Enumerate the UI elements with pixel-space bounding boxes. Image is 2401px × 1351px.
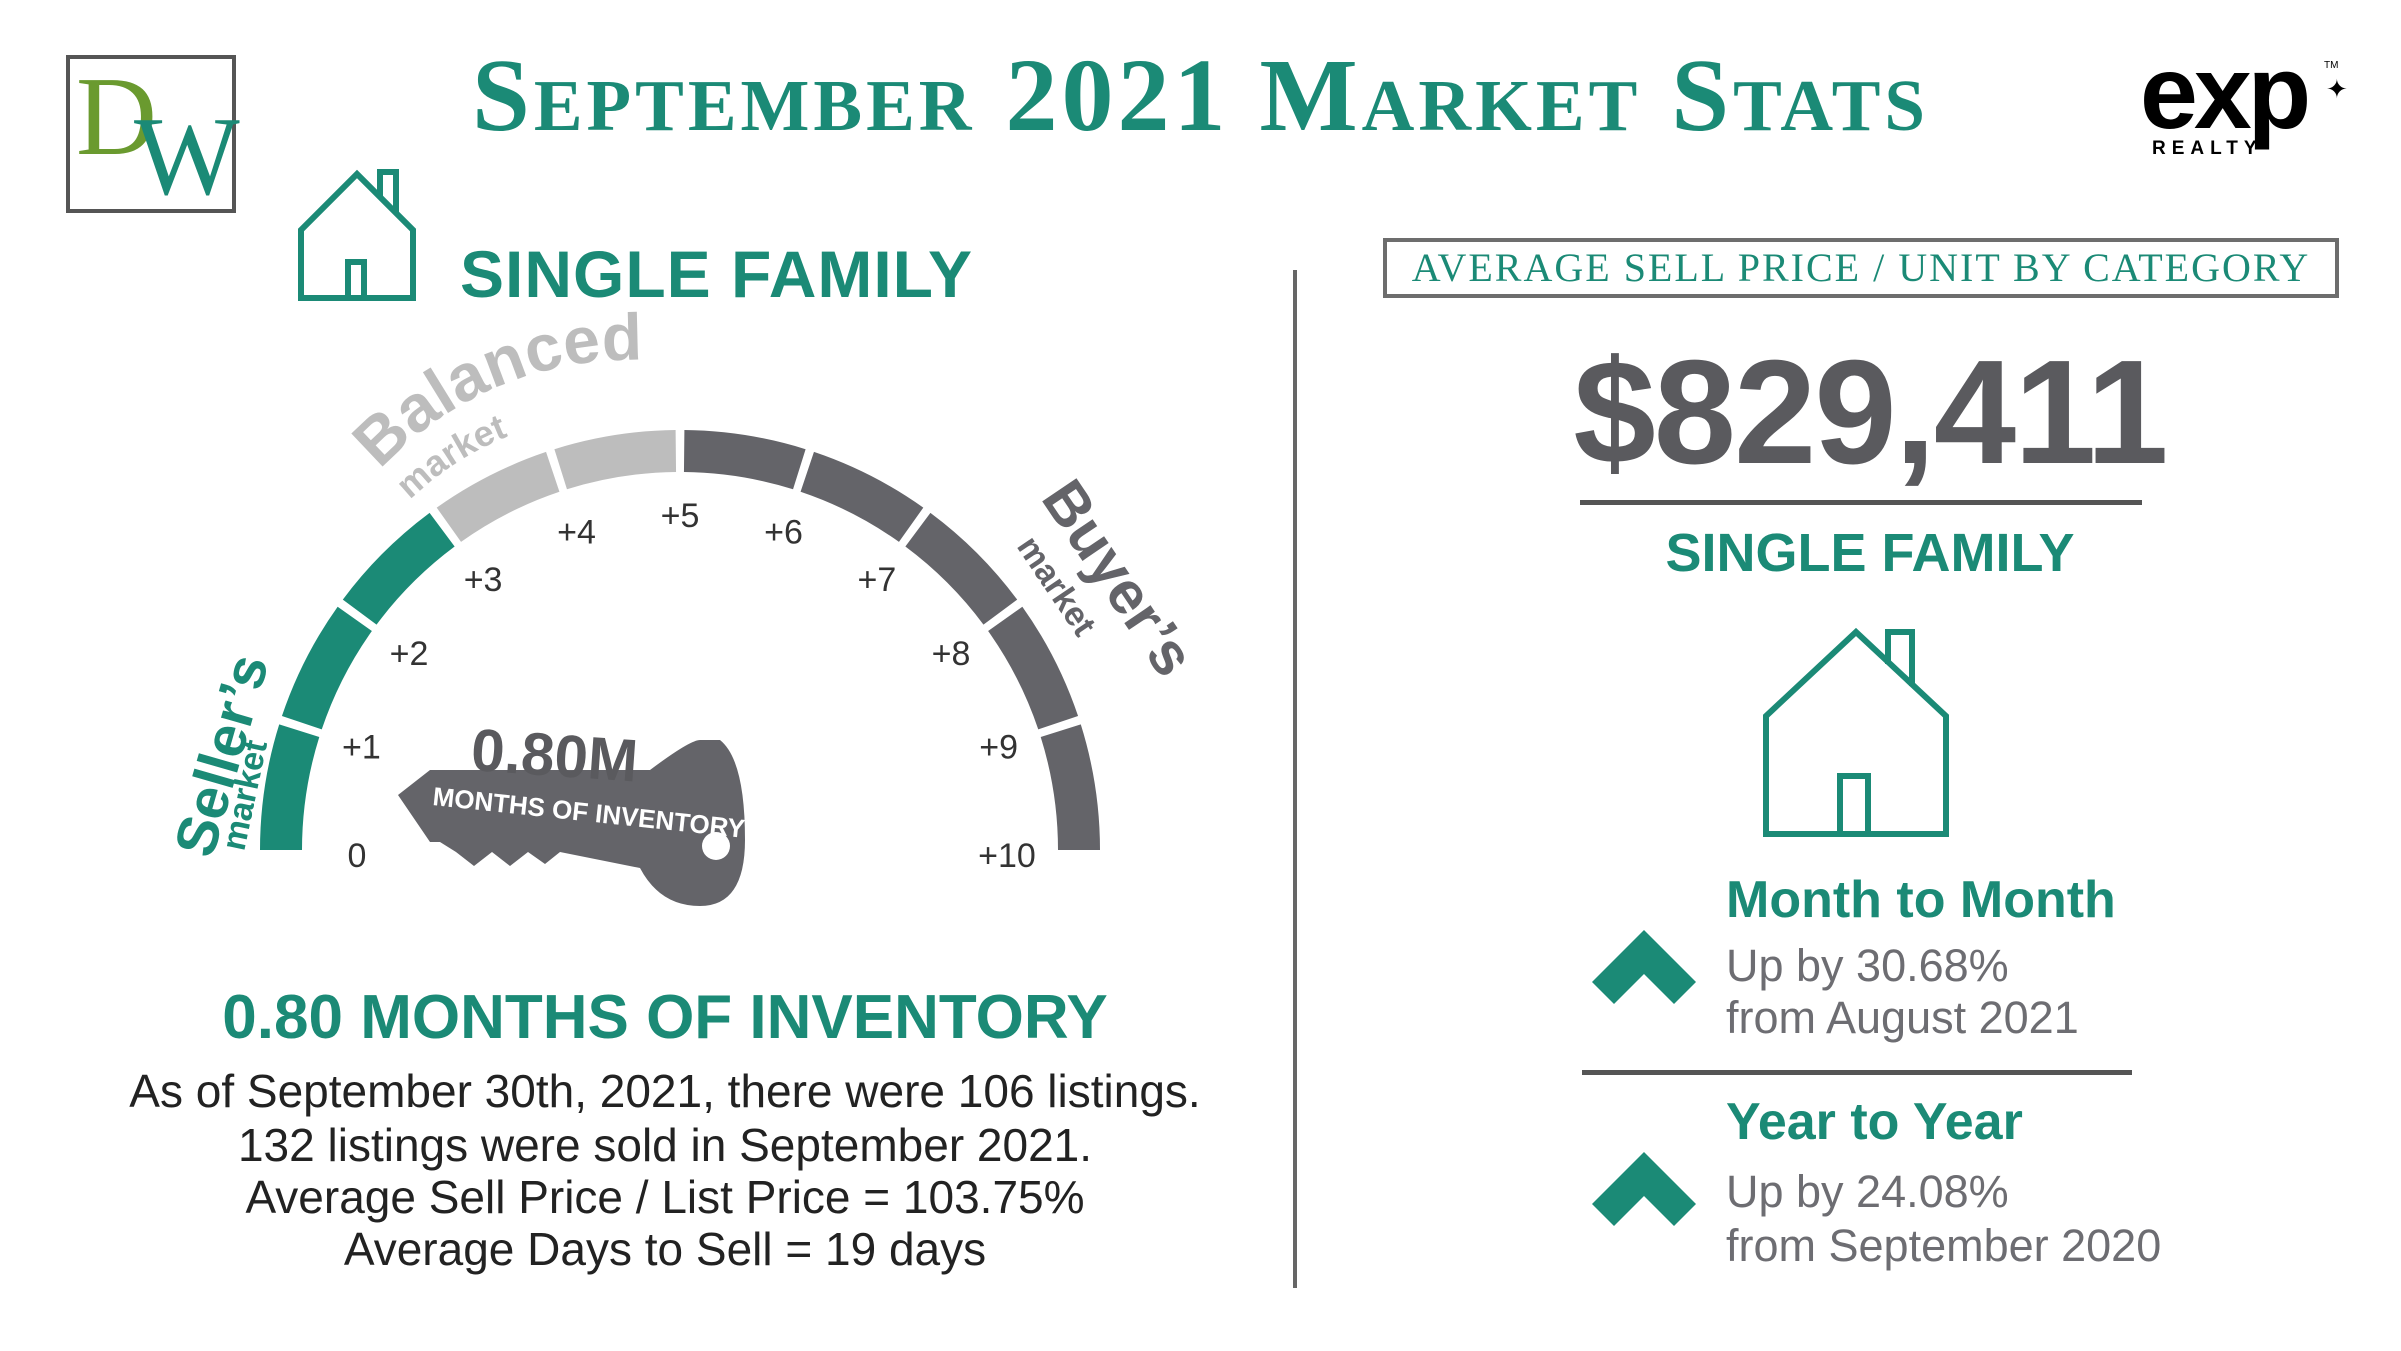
gauge-tick-label: +8 — [932, 635, 971, 673]
dw-logo: D W — [66, 55, 240, 219]
column-divider — [1293, 270, 1297, 1288]
inventory-heading: 0.80 MONTHS OF INVENTORY — [222, 983, 1108, 1052]
section-title: SINGLE FAMILY — [460, 237, 973, 311]
category-box: AVERAGE SELL PRICE / UNIT BY CATEGORY — [1383, 238, 2339, 298]
average-price: $829,411 — [1573, 330, 2168, 495]
house-icon-small — [298, 169, 416, 301]
month-to-month-period: from August 2021 — [1726, 992, 2079, 1043]
gauge-segment-seg-7-8 — [905, 512, 1018, 625]
gauge-tick-label: +3 — [464, 561, 503, 599]
category-label: SINGLE FAMILY — [1665, 523, 2075, 583]
house-icon-large — [1763, 627, 1949, 837]
inventory-line-2: 132 listings were sold in September 2021… — [237, 1119, 1093, 1171]
exp-logo-realty: REALTY — [2152, 138, 2263, 159]
page-title: September 2021 Market Stats — [472, 38, 1929, 153]
inventory-line-3: Average Sell Price / List Price = 103.75… — [245, 1171, 1085, 1223]
gauge-tick-label: +9 — [979, 728, 1018, 766]
gauge-tick-label: +6 — [764, 513, 803, 551]
year-to-year-period: from September 2020 — [1726, 1220, 2162, 1271]
gauge-segment-seg-8-9 — [988, 606, 1079, 730]
logo-letter-w: W — [134, 95, 240, 219]
gauge-segment-seg-3-4 — [436, 451, 560, 542]
up-arrow-icon-month — [1592, 930, 1696, 1004]
gauge-segment-seg-1-2 — [281, 606, 372, 730]
month-to-month-change: Up by 30.68% — [1726, 940, 2009, 991]
logo-letter-d: D — [76, 55, 157, 179]
gauge-segment-seg-4-5 — [554, 430, 677, 490]
year-to-year-change: Up by 24.08% — [1726, 1166, 2009, 1217]
gauge-tick-label: 0 — [348, 837, 367, 875]
key-icon — [398, 740, 745, 906]
gauge-segment-seg-9-10 — [1040, 724, 1100, 850]
year-to-year-title: Year to Year — [1726, 1093, 2023, 1151]
exp-logo-tm: TM — [2324, 60, 2339, 71]
inventory-line-1: As of September 30th, 2021, there were 1… — [129, 1065, 1201, 1117]
exp-logo-word: exp — [2140, 35, 2311, 151]
gauge-tick-label: +10 — [978, 837, 1036, 875]
inventory-gauge: 0+1+2+3+4 +5 +6+7+8+9+10 Balanced market S… — [162, 300, 1208, 906]
exp-realty-logo: exp REALTY TM ✦ — [2140, 35, 2348, 166]
up-arrow-icon-year — [1592, 1152, 1696, 1226]
key-value: 0.80M — [469, 716, 640, 794]
gauge-segment-seg-2-3 — [342, 512, 455, 625]
inventory-line-4: Average Days to Sell = 19 days — [343, 1223, 987, 1275]
price-divider — [1580, 500, 2142, 505]
gauge-tick-label: +5 — [661, 497, 700, 535]
gauge-segment-seg-6-7 — [800, 451, 924, 542]
gauge-segment-seg-0-1 — [260, 724, 320, 850]
maple-leaf-icon: ✦ — [2326, 74, 2348, 104]
month-to-month-title: Month to Month — [1726, 871, 2116, 929]
stat-divider — [1582, 1070, 2132, 1075]
gauge-tick-label: +7 — [858, 561, 897, 599]
gauge-tick-label: +4 — [557, 513, 596, 551]
gauge-tick-label: +1 — [342, 728, 381, 766]
gauge-segment-seg-5-6 — [683, 430, 806, 490]
gauge-tick-label: +2 — [390, 635, 429, 673]
